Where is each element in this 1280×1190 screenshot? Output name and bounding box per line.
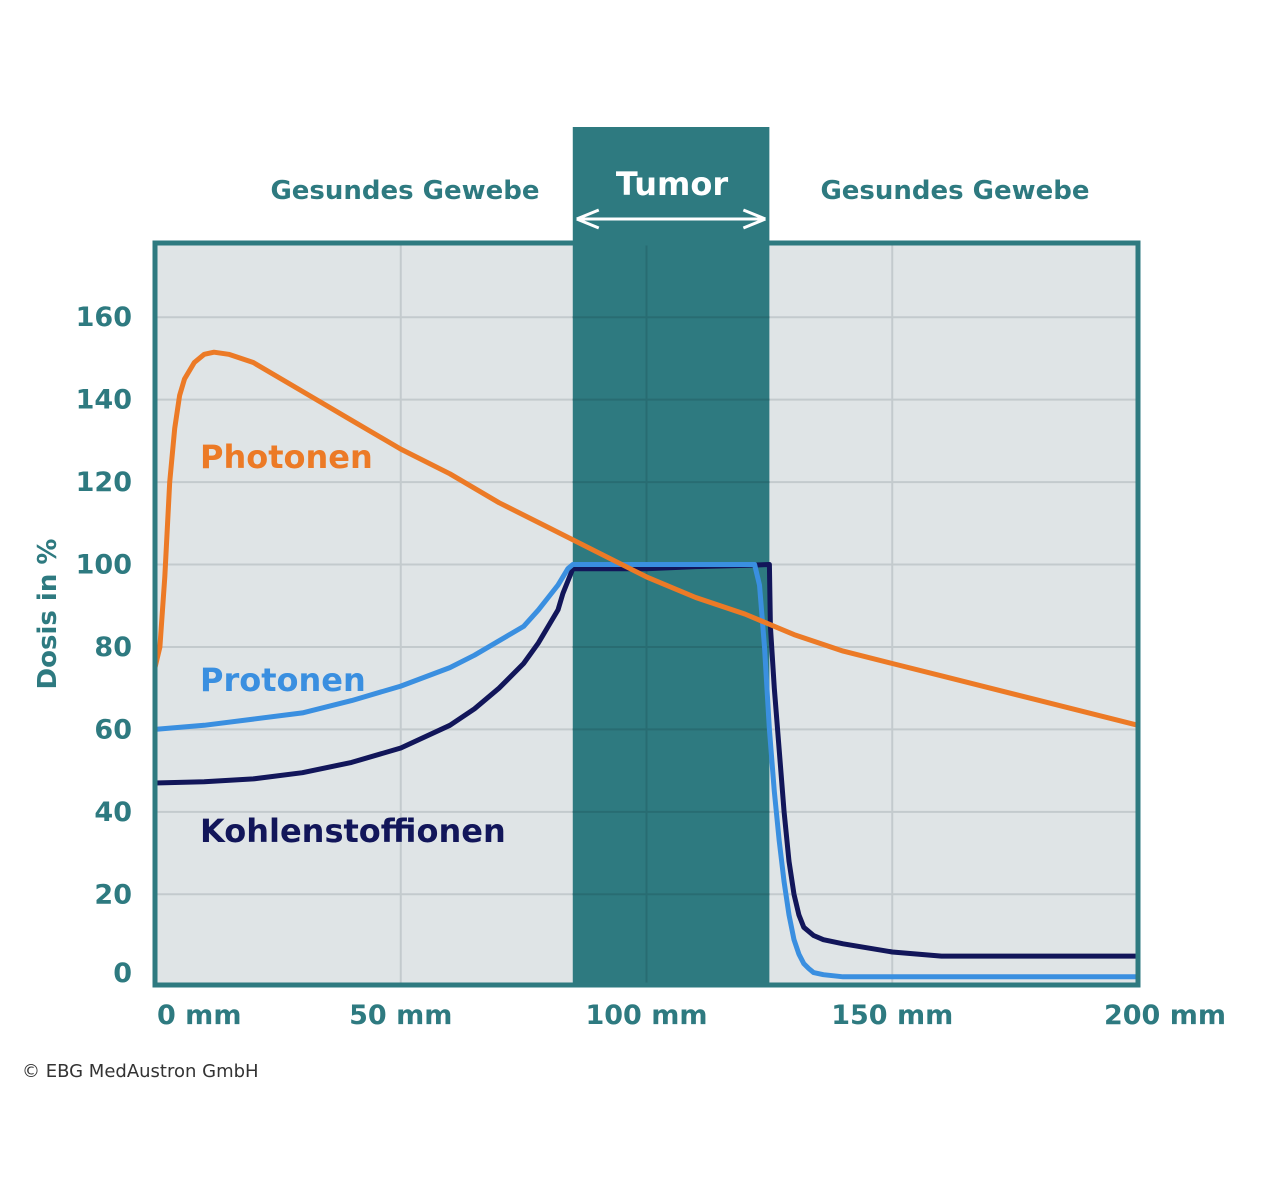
y-tick-label: 0 bbox=[113, 958, 132, 989]
y-tick-label: 80 bbox=[94, 632, 132, 663]
x-tick-label: 0 mm bbox=[157, 1000, 241, 1031]
series-label-protonen: Protonen bbox=[200, 661, 366, 699]
series-lines bbox=[152, 349, 1141, 980]
x-tick-label: 50 mm bbox=[349, 1000, 452, 1031]
y-tick-label: 60 bbox=[94, 714, 132, 745]
series-label-photonen: Photonen bbox=[200, 438, 373, 476]
region-caption-left: Gesundes Gewebe bbox=[270, 176, 539, 206]
x-tick-label: 150 mm bbox=[831, 1000, 953, 1031]
region-caption-right: Gesundes Gewebe bbox=[820, 176, 1089, 206]
plot-frame bbox=[152, 240, 1141, 988]
arrowhead-left-icon bbox=[576, 208, 600, 230]
arrowhead-right-icon bbox=[742, 208, 766, 230]
axis-ticks: 0 20 40 60 80 100 120 140 160 0 mm 50 mm 100 mm 150 … bbox=[76, 302, 1226, 1031]
tumor-label: Tumor bbox=[616, 165, 728, 203]
y-tick-label: 100 bbox=[76, 550, 132, 581]
y-tick-label: 160 bbox=[76, 302, 132, 333]
y-axis-label: Dosis in % bbox=[33, 539, 63, 690]
x-tick-label: 100 mm bbox=[585, 1000, 707, 1031]
y-tick-label: 20 bbox=[94, 879, 132, 910]
x-tick-label: 200 mm bbox=[1104, 1000, 1226, 1031]
copyright-text: © EBG MedAustron GmbH bbox=[22, 1061, 259, 1082]
series-line-protonen bbox=[152, 562, 1141, 980]
series-line-kohlenstoffionen bbox=[152, 562, 1141, 959]
y-tick-label: 140 bbox=[76, 385, 132, 416]
y-tick-label: 40 bbox=[94, 797, 132, 828]
series-line-photonen bbox=[152, 349, 1141, 728]
y-tick-label: 120 bbox=[76, 467, 132, 498]
series-label-kohlenstoff: Kohlenstoffionen bbox=[200, 812, 506, 850]
